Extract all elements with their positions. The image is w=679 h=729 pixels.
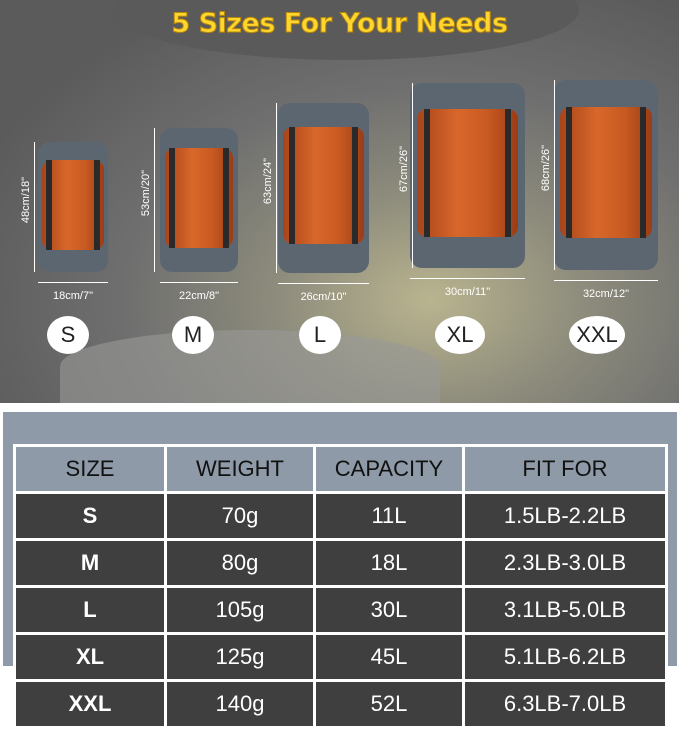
table-cell: 52L [316,682,462,726]
page-title: 5 Sizes For Your Needs [171,8,509,40]
width-line [38,282,108,283]
table-row: XL 125g 45L 5.1LB-6.2LB [16,635,665,679]
height-label: 63cm/24" [262,158,274,205]
compression-bag-xxl [554,80,658,270]
width-label: 32cm/12" [582,288,630,300]
width-line [554,280,658,281]
size-badge: S [47,316,89,354]
compression-bag-xl [410,83,525,268]
width-line [160,282,238,283]
height-line [554,80,555,270]
table-cell: 105g [167,588,313,632]
width-label: 26cm/10" [300,291,347,303]
size-table-panel: SIZE WEIGHT CAPACITY FIT FOR S 70g 11L 1.5L… [3,412,677,729]
table-cell: 1.5LB-2.2LB [465,494,665,538]
table-cell: 70g [167,494,313,538]
table-cell: 3.1LB-5.0LB [465,588,665,632]
width-label: 18cm/7" [53,290,93,302]
table-cell: 11L [316,494,462,538]
width-label: 30cm/11" [444,286,491,298]
table-cell: L [16,588,164,632]
table-row: S 70g 11L 1.5LB-2.2LB [16,494,665,538]
table-header-row: SIZE WEIGHT CAPACITY FIT FOR [16,447,665,491]
height-line [412,83,413,268]
table-cell: XL [16,635,164,679]
size-table: SIZE WEIGHT CAPACITY FIT FOR S 70g 11L 1.5L… [13,444,668,729]
width-label: 22cm/8" [179,290,219,302]
header-fit-for: FIT FOR [465,447,665,491]
height-line [34,142,35,272]
compression-bag-s [38,142,108,272]
width-line [410,278,525,279]
table-cell: 45L [316,635,462,679]
height-label: 67cm/26" [398,145,410,192]
compression-bag-l [278,103,369,273]
table-cell: XXL [16,682,164,726]
size-badge: XXL [569,316,625,354]
header-size: SIZE [16,447,164,491]
table-row: XXL 140g 52L 6.3LB-7.0LB [16,682,665,726]
width-line [278,283,369,284]
table-row: L 105g 30L 3.1LB-5.0LB [16,588,665,632]
table-cell: 6.3LB-7.0LB [465,682,665,726]
header-capacity: CAPACITY [316,447,462,491]
table-cell: 5.1LB-6.2LB [465,635,665,679]
table-row: M 80g 18L 2.3LB-3.0LB [16,541,665,585]
size-badge: L [299,316,341,354]
table-cell: 18L [316,541,462,585]
table-cell: 2.3LB-3.0LB [465,541,665,585]
height-label: 53cm/20" [140,170,152,217]
height-label: 48cm/18" [20,177,32,224]
table-cell: 125g [167,635,313,679]
table-cell: M [16,541,164,585]
table-cell: 140g [167,682,313,726]
height-line [154,128,155,272]
height-line [276,103,277,273]
table-cell: 30L [316,588,462,632]
size-badge: M [172,316,214,354]
table-cell: 80g [167,541,313,585]
compression-bag-m [160,128,238,272]
table-cell: S [16,494,164,538]
header-weight: WEIGHT [167,447,313,491]
size-badge: XL [435,316,485,354]
ground [60,330,440,403]
height-label: 68cm/26" [540,145,552,192]
